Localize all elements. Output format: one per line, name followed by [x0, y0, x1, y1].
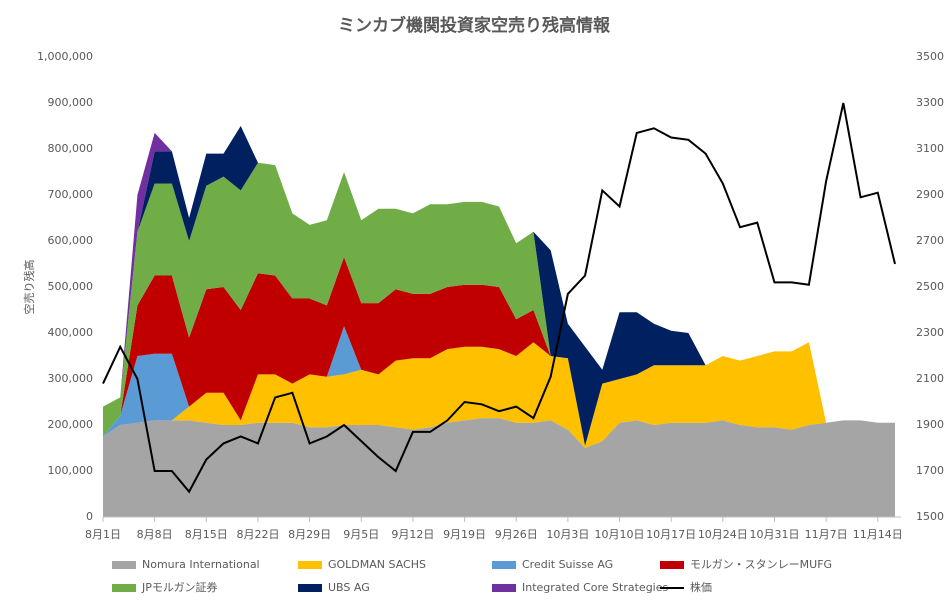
area [103, 162, 895, 446]
y2-tick-label: 3500 [916, 50, 944, 63]
y-tick-label: 600,000 [48, 234, 94, 247]
x-tick-label: 8月15日 [185, 528, 228, 541]
y-tick-label: 700,000 [48, 188, 94, 201]
legend-marker [112, 561, 136, 569]
legend-marker [660, 561, 684, 569]
y-tick-label: 200,000 [48, 418, 94, 431]
y2-tick-label: 2100 [916, 372, 944, 385]
y-tick-label: 900,000 [48, 96, 94, 109]
x-tick-label: 8月22日 [236, 528, 279, 541]
y-tick-label: 800,000 [48, 142, 94, 155]
y2-tick-label: 2300 [916, 326, 944, 339]
y-tick-label: 400,000 [48, 326, 94, 339]
area [103, 342, 895, 448]
y2-tick-label: 2900 [916, 188, 944, 201]
area [103, 418, 895, 517]
x-tick-label: 8月1日 [85, 528, 121, 541]
legend-label: UBS AG [328, 581, 370, 594]
y-tick-label: 500,000 [48, 280, 94, 293]
legend-label: Integrated Core Strategies [522, 581, 669, 594]
y-tick-label: 300,000 [48, 372, 94, 385]
legend-label: モルガン・スタンレーMUFG [690, 558, 832, 571]
legend-label: Credit Suisse AG [522, 558, 613, 571]
y2-tick-label: 1700 [916, 464, 944, 477]
x-tick-label: 10月31日 [749, 528, 799, 541]
x-tick-label: 9月19日 [443, 528, 486, 541]
x-tick-label: 10月10日 [595, 528, 645, 541]
x-tick-label: 9月12日 [391, 528, 434, 541]
legend-marker [112, 584, 136, 592]
legend-label: Nomura International [142, 558, 260, 571]
y-tick-label: 100,000 [48, 464, 94, 477]
x-tick-label: 10月3日 [546, 528, 589, 541]
x-tick-label: 10月24日 [698, 528, 748, 541]
y-axis-title: 空売り残高 [22, 260, 36, 315]
x-tick-label: 8月8日 [137, 528, 173, 541]
y2-tick-label: 1900 [916, 418, 944, 431]
y2-tick-label: 3100 [916, 142, 944, 155]
y2-tick-label: 1500 [916, 510, 944, 523]
area [103, 257, 895, 446]
line [102, 102, 896, 494]
legend-marker [298, 584, 322, 592]
y-tick-label: 1,000,000 [37, 50, 93, 63]
x-tick-label: 9月26日 [495, 528, 538, 541]
y2-tick-label: 2500 [916, 280, 944, 293]
legend-label: 株価 [690, 580, 712, 594]
y-tick-label: 0 [86, 510, 93, 523]
x-tick-label: 8月29日 [288, 528, 331, 541]
x-tick-label: 9月5日 [343, 528, 379, 541]
y2-tick-label: 2700 [916, 234, 944, 247]
legend-marker [298, 561, 322, 569]
chart-title: ミンカブ機関投資家空売り残高情報 [338, 15, 611, 36]
x-tick-label: 10月17日 [646, 528, 696, 541]
y2-tick-label: 3300 [916, 96, 944, 109]
legend-label: GOLDMAN SACHS [328, 558, 426, 571]
legend-marker [492, 584, 516, 592]
x-tick-label: 11月14日 [853, 528, 903, 541]
x-tick-label: 11月7日 [805, 528, 848, 541]
legend-marker [492, 561, 516, 569]
legend-label: JPモルガン証券 [141, 580, 218, 594]
